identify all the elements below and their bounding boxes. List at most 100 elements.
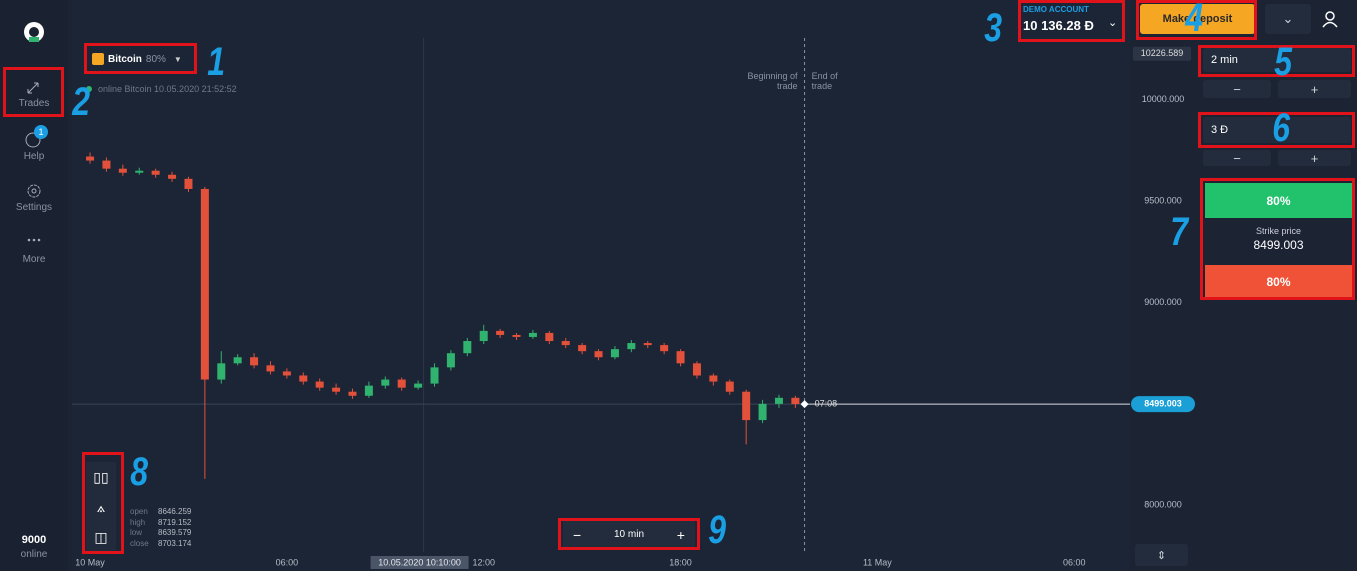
candle-body [430,367,439,384]
asset-selector[interactable]: Bitcoin 80% ▼ [88,48,194,70]
time-plus[interactable]: + [1278,80,1351,98]
y-tick-label: 9500.000 [1144,195,1182,205]
annotation: 5 [1274,40,1293,84]
zoom-out[interactable]: − [573,526,582,543]
annotation: 3 [984,6,1003,50]
zoom-control: − 10 min + [563,521,695,548]
candle-body [627,343,636,350]
annotation: 1 [207,40,226,84]
y-tick-label: 10000.000 [1142,94,1185,104]
draw-tool[interactable]: ⟑ [96,499,106,515]
ohlc-box: open 8646.259 high 8719.152 low 8639.579 close… [130,507,191,549]
top-price: 10226.589 [1141,48,1184,58]
caret: ⌄ [1108,17,1118,29]
candle-body [86,156,95,161]
ohlc-value: 8703.174 [158,538,192,548]
candle-body [446,353,455,368]
strike-value: 8499.003 [1253,238,1304,252]
candle-body [742,391,751,421]
candle-body [463,341,472,354]
candle-body [102,160,111,169]
ohlc-row: high 8719.152 [130,518,191,529]
up-button[interactable]: 80% [1205,183,1352,218]
nav-trades[interactable]: Trades [18,98,50,109]
ohlc-label: close [130,538,149,548]
annotation: 7 [1170,210,1189,254]
time-minus[interactable]: − [1203,80,1271,98]
deposit-button[interactable]: Make deposit [1140,4,1255,34]
candle-body [709,375,718,382]
online-count: 9000 [21,534,47,546]
candle-body [660,345,669,352]
asset-status: online Bitcoin 10.05.2020 21:52:52 [98,84,237,94]
ohlc-row: open 8646.259 [130,507,191,518]
amount-input[interactable]: 3 Đ [1203,117,1351,143]
more-icon [27,238,41,242]
amount-minus[interactable]: − [1203,150,1271,166]
candle-body [168,174,177,179]
help-badge: 1 [34,125,48,139]
highlight [1018,0,1125,42]
candle-body [135,170,144,173]
chart-type-tool[interactable]: ▯▯ [93,469,109,485]
nav-settings[interactable]: Settings [15,202,53,213]
candle-body [561,341,570,346]
candle-body [364,385,373,396]
sidebar: Trades 1 Help Settings More 9000 online [0,0,68,571]
x-tick-label: 11 May [863,557,892,567]
strike-label: Strike price [1255,226,1301,236]
trade-end-label: End of trade [811,71,838,91]
highlight [558,518,700,550]
candle-body [479,330,488,342]
candle-body [725,381,734,392]
ohlc-value: 8646.259 [158,507,192,516]
down-button[interactable]: 80% [1205,265,1352,298]
x-tick-label: 06:00 [276,557,299,567]
ohlc-label: low [130,528,143,537]
candle-body [332,387,341,392]
price-marker [800,400,809,409]
candle-body [676,351,685,364]
user-button[interactable] [1320,9,1340,29]
candle-body [414,383,423,388]
menu-button[interactable]: ⌄ [1265,4,1311,34]
highlight [1198,112,1355,148]
online-label: online [20,549,48,560]
candle-body [692,363,701,376]
collapse-button[interactable]: ⇕ [1135,544,1188,566]
amount-plus[interactable]: + [1278,150,1351,166]
annotation: 2 [72,80,91,124]
candle-body [381,379,390,386]
current-price: 8499.003 [1144,398,1182,408]
annotation: 8 [130,450,149,494]
candle-body [397,379,406,388]
highlight [1136,0,1257,40]
annotation: 9 [708,508,727,552]
account-balance[interactable]: 10 136.28 Đ [1023,18,1094,33]
caret: ▼ [173,54,182,64]
crosshair-label: 10.05.2020 10:10:00 [378,557,461,567]
zoom-in[interactable]: + [676,526,685,543]
highlight [3,67,64,117]
candle-body [282,371,291,376]
online-dot [86,86,92,92]
ohlc-value: 8639.579 [158,528,192,537]
nav-help[interactable]: Help [23,151,45,162]
time-input[interactable]: 2 min [1203,48,1351,72]
nav-more[interactable]: More [22,254,46,265]
layout-tool[interactable]: ◫ [94,529,108,545]
candle-body [545,332,554,342]
logo[interactable] [22,20,46,44]
ohlc-row: close 8703.174 [130,539,191,550]
candle-body [610,349,619,358]
candle-body [118,168,127,173]
annotation: 6 [1272,106,1291,150]
y-tick-label: 8000.000 [1144,500,1182,510]
crosshair-badge [370,556,469,569]
candle-body [217,363,226,380]
highlight [1198,45,1355,77]
candle-body [643,343,652,346]
zoom-label: 10 min [613,529,644,540]
candle-body [250,357,259,366]
